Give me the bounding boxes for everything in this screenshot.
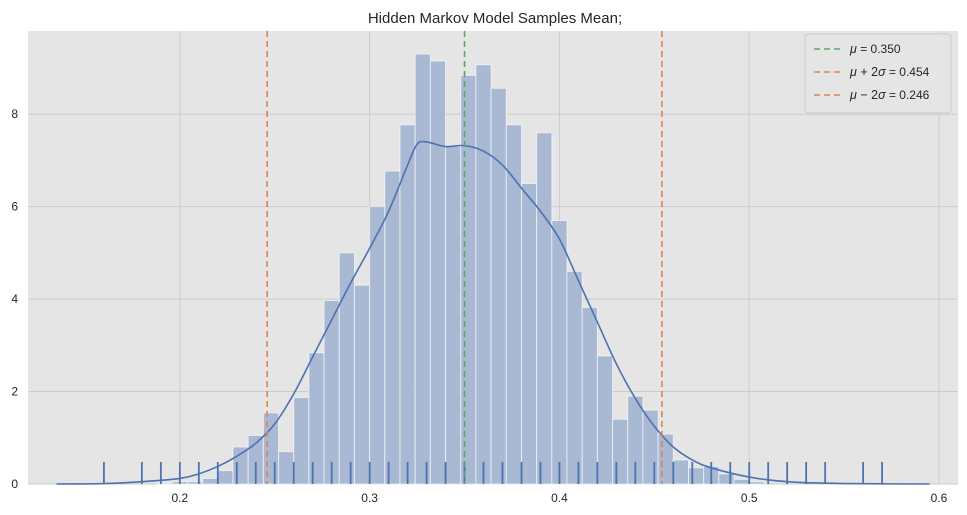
histogram-bar [551,220,568,485]
histogram-bar [323,299,340,485]
histogram-bar [278,451,295,485]
legend-box [804,33,952,114]
y-tick-label: 4 [11,292,18,306]
histogram-bar [293,397,310,485]
y-tick-label: 2 [11,385,18,399]
histogram-bar [353,284,371,485]
legend: μ = 0.350 μ + 2σ = 0.454 μ − 2σ = 0.246 [804,33,952,114]
y-tick-label: 0 [11,477,18,491]
histogram-bar [414,53,431,485]
histogram-bar [612,418,629,485]
x-tick-label: 0.4 [551,491,568,505]
y-tick-label: 6 [11,200,18,214]
histogram-bar [217,470,234,485]
histogram-bar [566,270,583,485]
histogram-bar [186,481,204,485]
reference-lines [266,31,663,484]
y-axis-ticks: 0 2 4 6 8 [11,107,18,491]
histogram-bar [232,446,249,485]
x-axis-ticks: 0.2 0.3 0.4 0.5 0.6 [171,491,947,505]
histogram-bar [672,459,689,485]
histogram-bar [384,170,401,485]
histogram-bar [687,467,705,485]
histogram-bar [202,477,219,485]
chart-title: Hidden Markov Model Samples Mean; [368,10,622,27]
legend-label: μ + 2σ = 0.454 [849,65,930,79]
x-tick-label: 0.3 [361,491,378,505]
histogram-bar [520,183,538,485]
histogram-bar [596,355,614,485]
histogram-bar [338,252,355,485]
histogram-bar [581,306,598,485]
histogram-bar [156,482,173,485]
histogram-bar [733,478,750,485]
x-tick-label: 0.2 [171,491,188,505]
x-tick-label: 0.5 [741,491,758,505]
histogram-bar [657,433,674,485]
legend-label: μ − 2σ = 0.246 [849,88,930,102]
histogram-bar [262,412,280,485]
histogram-bar [536,132,553,485]
kde-curve [56,140,930,485]
histogram-bar [369,206,386,485]
histogram-bar [429,60,447,485]
histogram-bar [748,481,765,485]
histogram-bar [475,64,492,485]
kde-curve-group [56,140,930,485]
y-tick-label: 8 [11,107,18,121]
x-tick-label: 0.6 [931,491,948,505]
histogram-bar [445,146,462,485]
histogram-bar [490,87,507,485]
legend-label: μ = 0.350 [849,42,901,56]
histogram-bar [460,74,477,485]
histogram-bar [308,352,325,485]
histogram-bar [718,473,735,485]
